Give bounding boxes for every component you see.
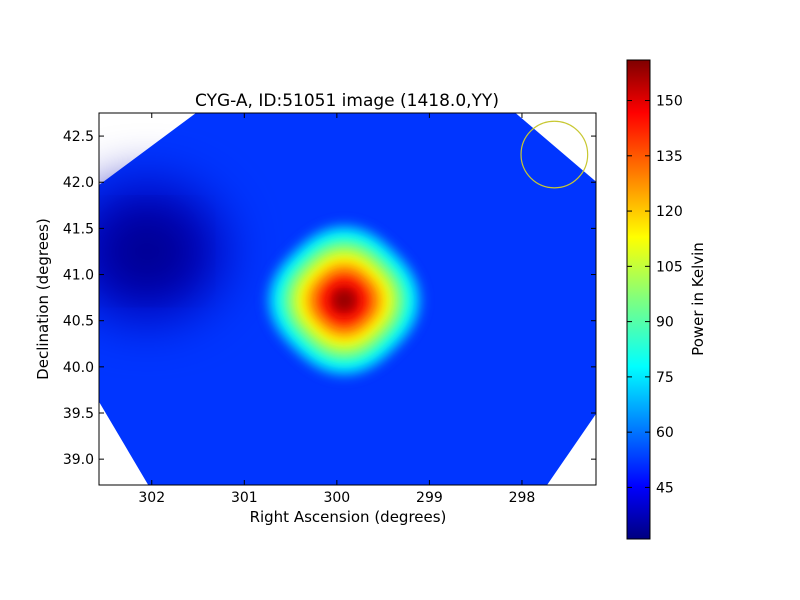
y-tick-label: 40.0 <box>63 360 94 376</box>
colorbar-tick-label: 75 <box>656 370 674 386</box>
colorbar-tick-label: 90 <box>656 315 674 331</box>
heatmap-field <box>99 183 423 378</box>
chart-title: CYG-A, ID:51051 image (1418.0,YY) <box>195 91 499 111</box>
x-tick-label: 299 <box>416 490 443 506</box>
y-tick-label: 40.5 <box>63 314 94 330</box>
colorbar-tick-label: 120 <box>656 204 683 220</box>
y-tick-label: 41.5 <box>63 221 94 237</box>
colorbar-tick-label: 60 <box>656 425 674 441</box>
x-tick-label: 298 <box>509 490 536 506</box>
peak-contour-band <box>338 294 351 307</box>
x-axis-label: Right Ascension (degrees) <box>250 508 447 526</box>
beam-circle <box>520 120 589 189</box>
colorbar-tick-label: 45 <box>656 480 674 496</box>
y-tick-label: 42.5 <box>63 129 94 145</box>
colorbar-tick-label: 135 <box>656 149 683 165</box>
colorbar-gradient <box>626 59 651 540</box>
colorbar-ticks: 45 60 75 90 105 120 135 150 <box>627 94 683 496</box>
y-tick-label: 39.5 <box>63 406 94 422</box>
plot-area <box>99 113 596 485</box>
y-tick-label: 39.0 <box>63 452 94 468</box>
y-tick-label: 42.0 <box>63 175 94 191</box>
y-tick-label: 41.0 <box>63 268 94 284</box>
colorbar: 45 60 75 90 105 120 135 150 Power in Kelvin <box>626 59 707 540</box>
colorbar-label: Power in Kelvin <box>689 242 707 356</box>
y-axis-label: Declination (degrees) <box>34 218 52 380</box>
cold-spot-core <box>113 223 182 280</box>
x-axis: 302 301 300 299 298 <box>138 113 535 506</box>
x-tick-label: 302 <box>138 490 165 506</box>
plot-frame <box>98 112 597 486</box>
x-tick-label: 301 <box>231 490 258 506</box>
colorbar-tick-label: 105 <box>656 259 683 275</box>
colorbar-tick-label: 150 <box>656 94 683 110</box>
y-axis: 39.0 39.5 40.0 40.5 41.0 41.5 42.0 42.5 <box>63 129 596 468</box>
x-tick-label: 300 <box>323 490 350 506</box>
